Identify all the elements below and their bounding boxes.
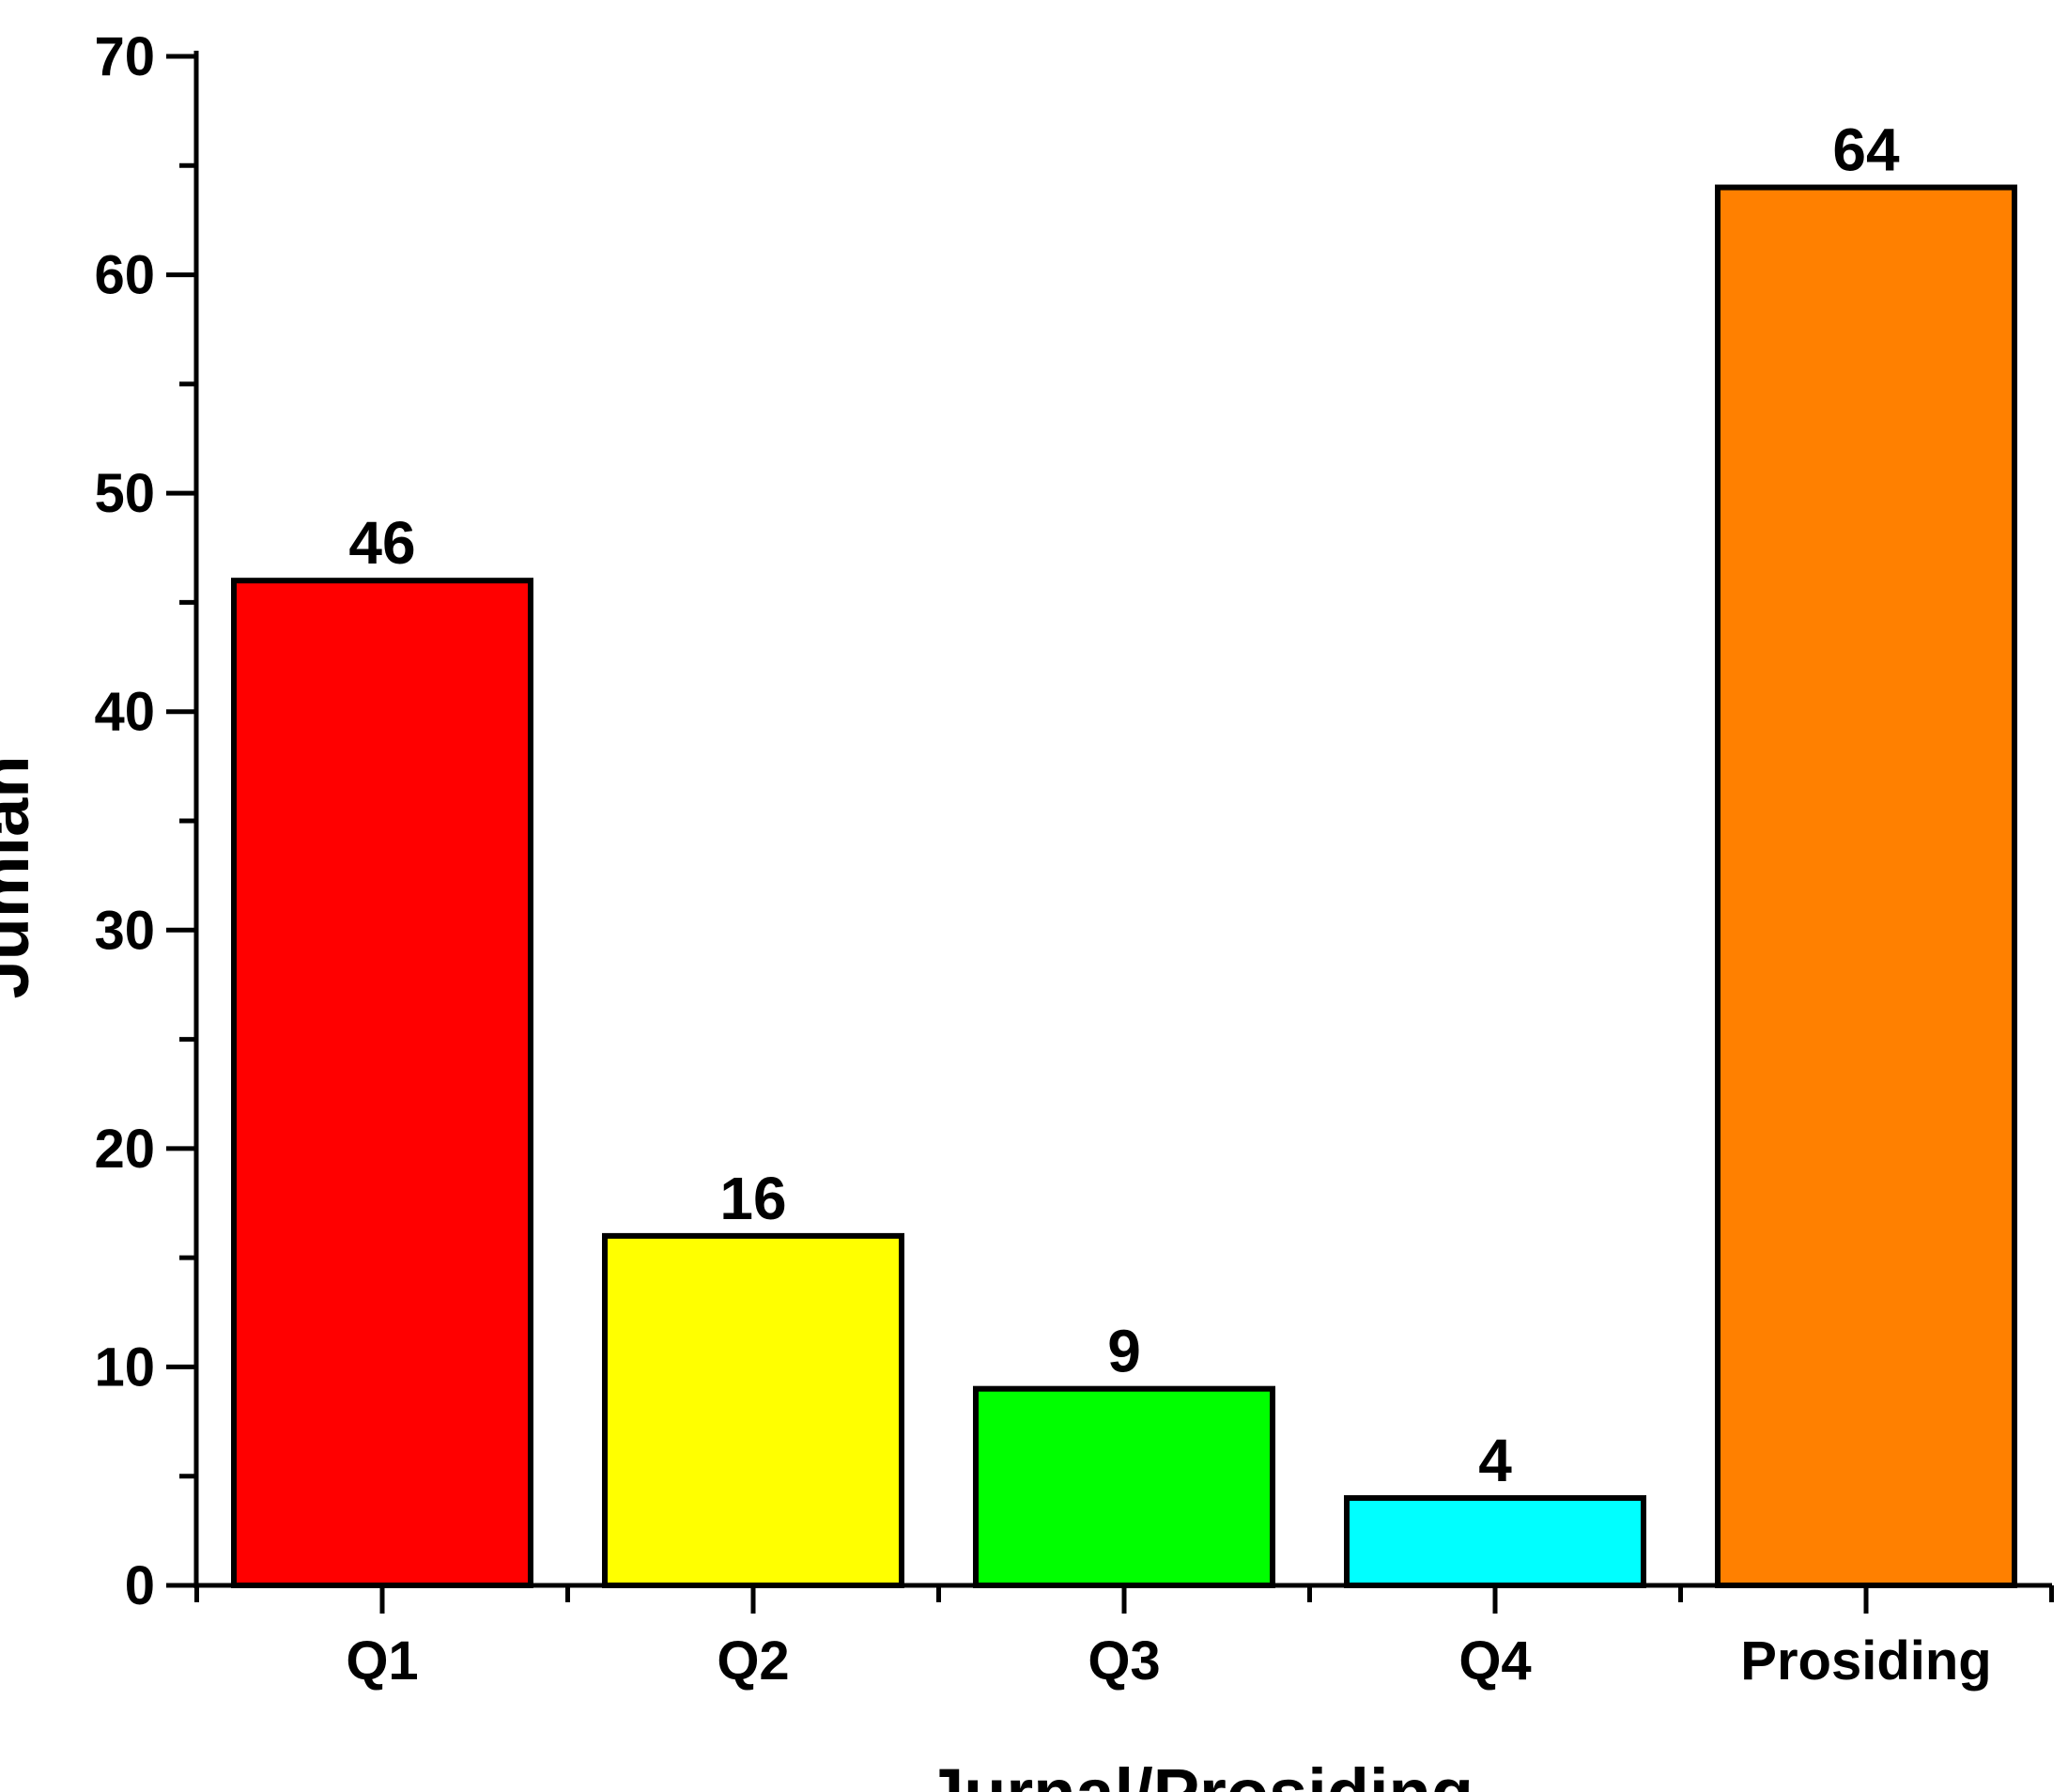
data-label-q2: 16 (719, 1165, 786, 1232)
data-label-prosiding: 64 (1832, 116, 1900, 184)
bars-group (231, 184, 2017, 1589)
x-tick-label-q3: Q3 (1088, 1630, 1160, 1692)
x-tick-label-prosiding: Prosiding (1740, 1630, 1991, 1692)
y-tick-label-70: 70 (94, 26, 155, 87)
data-label-q4: 4 (1478, 1427, 1512, 1494)
data-label-q3: 9 (1107, 1318, 1141, 1385)
y-tick-label-30: 30 (94, 900, 155, 961)
y-tick-label-0: 0 (125, 1555, 155, 1616)
bar-q3 (973, 1385, 1275, 1588)
labels-group: 46 Q1 16 Q2 9 Q3 4 Q4 64 Prosiding 0 10 20 30 40 50 60 70 (94, 26, 1991, 1692)
y-axis-title: Jumlah (0, 755, 43, 998)
axes-group (166, 51, 2054, 1614)
x-tick-label-q1: Q1 (346, 1630, 418, 1692)
x-axis-title: Jurnal/Prosiding (925, 1754, 1474, 1792)
y-tick-label-60: 60 (94, 245, 155, 306)
y-tick-label-50: 50 (94, 463, 155, 524)
data-label-q1: 46 (348, 509, 415, 577)
y-tick-label-10: 10 (94, 1336, 155, 1398)
bar-prosiding (1715, 184, 2017, 1589)
y-tick-label-40: 40 (94, 682, 155, 743)
bar-q2 (602, 1232, 904, 1589)
x-tick-label-q4: Q4 (1458, 1630, 1531, 1692)
y-tick-label-20: 20 (94, 1119, 155, 1180)
bar-q4 (1344, 1494, 1646, 1589)
bar-q1 (231, 578, 533, 1589)
x-tick-label-q2: Q2 (717, 1630, 789, 1692)
